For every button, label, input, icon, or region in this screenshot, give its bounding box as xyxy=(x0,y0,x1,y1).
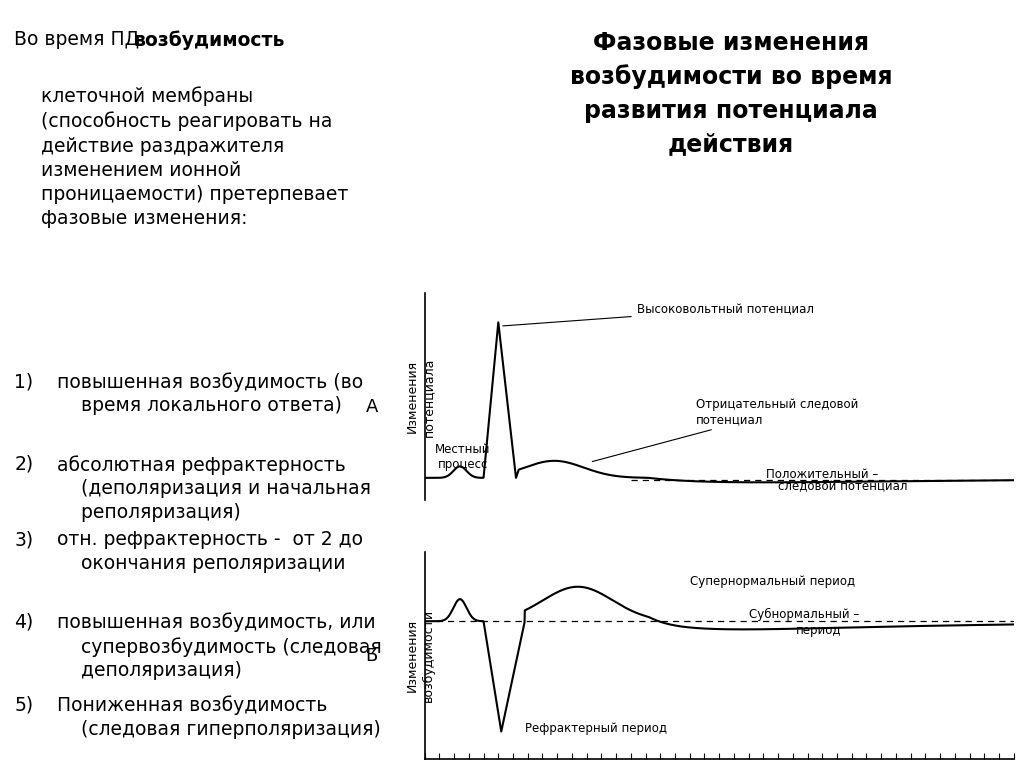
Text: Рефрактерный период: Рефрактерный период xyxy=(524,722,667,735)
Text: Местный
процесс: Местный процесс xyxy=(435,443,490,472)
Text: Высоковольтный потенциал: Высоковольтный потенциал xyxy=(503,303,814,326)
Text: Во время ПД: Во время ПД xyxy=(14,30,145,49)
Text: Б: Б xyxy=(366,647,378,665)
Text: Субнормальный –: Субнормальный – xyxy=(749,607,859,621)
Text: 4): 4) xyxy=(14,613,34,632)
Text: Отрицательный следовой
потенциал: Отрицательный следовой потенциал xyxy=(592,398,858,462)
Text: следовой потенциал: следовой потенциал xyxy=(778,480,907,493)
Text: 2): 2) xyxy=(14,455,34,474)
Y-axis label: Изменения
возбудимости: Изменения возбудимости xyxy=(406,609,435,703)
Text: абсолютная рефрактерность
    (деполяризация и начальная
    реполяризация): абсолютная рефрактерность (деполяризация… xyxy=(57,455,372,522)
Text: Фазовые изменения
возбудимости во время
развития потенциала
действия: Фазовые изменения возбудимости во время … xyxy=(569,31,892,156)
Text: отн. рефрактерность -  от 2 до
    окончания реполяризации: отн. рефрактерность - от 2 до окончания … xyxy=(57,530,364,573)
Text: клеточной мембраны
(способность реагировать на
действие раздражителя
изменением : клеточной мембраны (способность реагиров… xyxy=(41,87,348,229)
Y-axis label: Изменения
потенциала: Изменения потенциала xyxy=(406,357,435,436)
Text: 3): 3) xyxy=(14,530,34,549)
Text: повышенная возбудимость, или
    супервозбудимость (следовая
    деполяризация): повышенная возбудимость, или супервозбуд… xyxy=(57,613,382,680)
Text: возбудимость: возбудимость xyxy=(133,30,285,50)
Text: период: период xyxy=(796,624,842,637)
Text: 1): 1) xyxy=(14,372,34,391)
Text: повышенная возбудимость (во
    время локального ответа): повышенная возбудимость (во время локаль… xyxy=(57,372,364,416)
Text: 5): 5) xyxy=(14,696,34,714)
Text: Пониженная возбудимость
    (следовая гиперполяризация): Пониженная возбудимость (следовая гиперп… xyxy=(57,696,381,739)
Text: Супернормальный период: Супернормальный период xyxy=(690,574,855,588)
Text: Положительный –: Положительный – xyxy=(766,469,879,482)
Text: А: А xyxy=(366,398,378,416)
